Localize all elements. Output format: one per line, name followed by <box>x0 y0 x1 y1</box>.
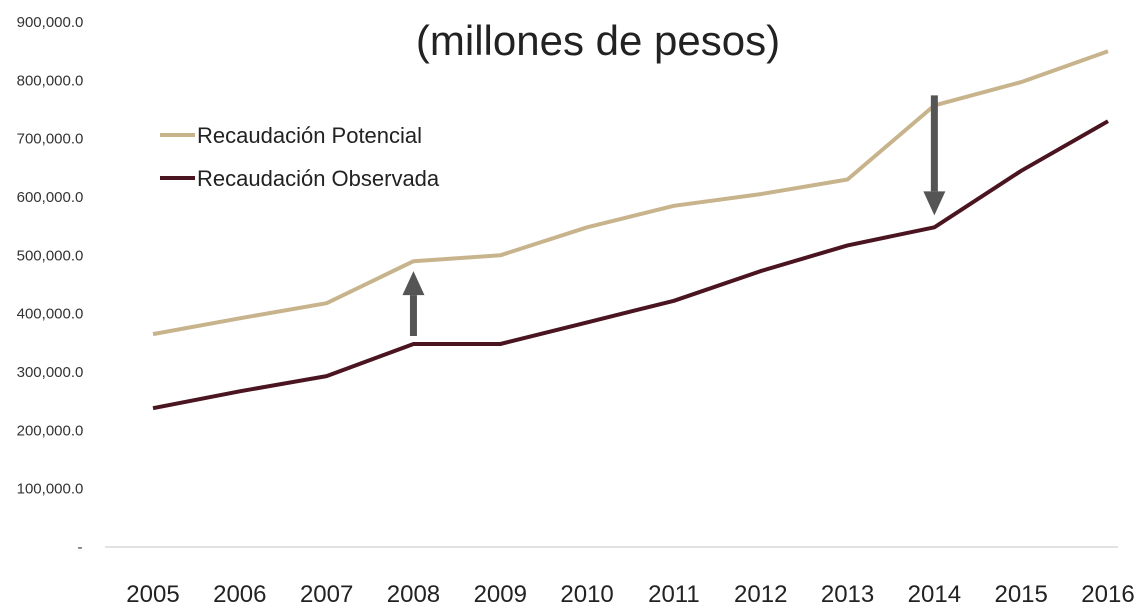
x-tick-label: 2006 <box>213 581 266 608</box>
series-line-observada <box>152 119 1109 411</box>
y-tick-label: 100,000.0 <box>17 481 84 498</box>
legend-item: Recaudación Potencial <box>160 123 422 148</box>
y-tick-label: 300,000.0 <box>17 364 84 381</box>
x-tick-label: 2009 <box>474 581 527 608</box>
y-tick-label: 800,000.0 <box>17 72 84 89</box>
y-tick-label: 600,000.0 <box>17 189 84 206</box>
x-tick-label: 2011 <box>648 581 700 608</box>
y-tick-label: 500,000.0 <box>17 247 84 264</box>
x-tick-label: 2012 <box>734 581 787 608</box>
arrow-head <box>923 191 946 216</box>
x-tick-label: 2007 <box>300 581 353 608</box>
x-tick-label: 2016 <box>1081 581 1134 608</box>
series-line-potencial <box>152 49 1109 337</box>
x-tick-label: 2008 <box>387 581 440 608</box>
annotation-arrow-down <box>923 95 946 216</box>
x-axis-tick-labels: 2005 2006 2007 2008 2009 2010 2011 2012 2013 2014… <box>126 581 1134 608</box>
x-tick-label: 2005 <box>126 581 179 608</box>
y-tick-label: 200,000.0 <box>17 422 84 439</box>
x-tick-label: 2010 <box>560 581 613 608</box>
y-tick-label: - <box>78 539 83 556</box>
series-lines <box>152 49 1109 411</box>
y-tick-label: 400,000.0 <box>17 306 84 323</box>
chart-subtitle: (millones de pesos) <box>416 17 780 64</box>
legend-item: Recaudación Observada <box>160 166 440 191</box>
y-axis-tick-labels: - 100,000.0 200,000.0 300,000.0 400,000.0 500… <box>17 14 84 556</box>
annotation-arrows <box>402 95 946 336</box>
arrow-head <box>402 271 425 296</box>
legend-label: Recaudación Observada <box>197 166 440 191</box>
x-tick-label: 2015 <box>994 581 1047 608</box>
x-tick-label: 2013 <box>821 581 874 608</box>
annotation-arrow-up <box>402 271 425 336</box>
y-tick-label: 700,000.0 <box>17 131 84 148</box>
legend-label: Recaudación Potencial <box>197 123 422 148</box>
legend: Recaudación Potencial Recaudación Observa… <box>160 123 440 191</box>
x-tick-label: 2014 <box>908 581 961 608</box>
y-tick-label: 900,000.0 <box>17 14 84 31</box>
